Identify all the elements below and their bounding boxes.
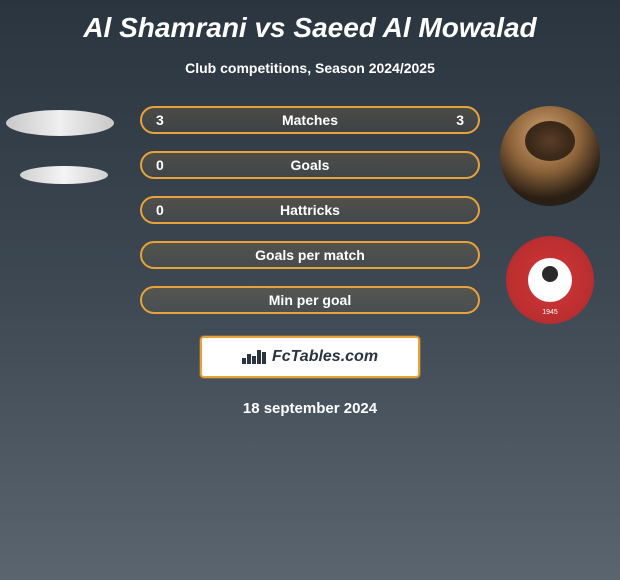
- stat-row-matches: 3 Matches 3: [140, 106, 480, 134]
- stat-row-min-per-goal: Min per goal: [140, 286, 480, 314]
- branding-text: FcTables.com: [272, 348, 378, 366]
- branding-box[interactable]: FcTables.com: [200, 336, 420, 378]
- date-text: 18 september 2024: [0, 400, 620, 417]
- chart-icon: [242, 350, 266, 364]
- player-1-club-silhouette: [20, 166, 108, 184]
- right-player-avatars: 1945: [500, 106, 600, 324]
- stat-left-value: 0: [142, 157, 182, 173]
- stat-row-hattricks: 0 Hattricks: [140, 196, 480, 224]
- stat-left-value: 0: [142, 202, 182, 218]
- player-2-club-badge: 1945: [506, 236, 594, 324]
- stat-label: Goals: [182, 157, 438, 173]
- player-1-silhouette: [6, 110, 114, 136]
- stat-rows: 3 Matches 3 0 Goals 0 Hattricks Goals pe…: [140, 106, 480, 331]
- page-title: Al Shamrani vs Saeed Al Mowalad: [0, 0, 620, 44]
- left-player-avatars: [6, 106, 114, 184]
- stat-label: Min per goal: [182, 292, 438, 308]
- stat-row-goals-per-match: Goals per match: [140, 241, 480, 269]
- club-badge-year: 1945: [542, 309, 558, 316]
- stat-row-goals: 0 Goals: [140, 151, 480, 179]
- subtitle: Club competitions, Season 2024/2025: [0, 60, 620, 76]
- stat-right-value: 3: [438, 112, 478, 128]
- club-badge-inner: [528, 258, 572, 302]
- stat-left-value: 3: [142, 112, 182, 128]
- player-2-photo: [500, 106, 600, 206]
- comparison-area: 1945 3 Matches 3 0 Goals 0 Hattricks Goa…: [0, 106, 620, 326]
- stat-label: Matches: [182, 112, 438, 128]
- stat-label: Hattricks: [182, 202, 438, 218]
- stat-label: Goals per match: [182, 247, 438, 263]
